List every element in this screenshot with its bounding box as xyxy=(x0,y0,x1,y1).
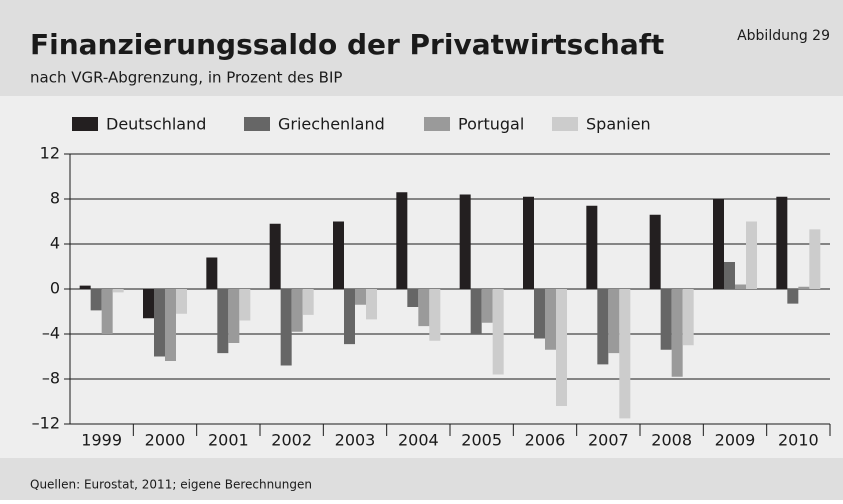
x-tick-label: 2003 xyxy=(335,431,376,450)
bar xyxy=(492,289,504,375)
bar xyxy=(776,196,788,289)
bar xyxy=(619,289,631,419)
legend-label: Deutschland xyxy=(106,115,206,134)
legend-swatch xyxy=(424,117,450,131)
bar xyxy=(556,289,567,406)
x-tick-label: 2005 xyxy=(461,431,502,450)
bar xyxy=(746,221,757,289)
bar xyxy=(101,289,113,334)
legend-swatch xyxy=(244,117,270,131)
footer-band xyxy=(0,458,843,500)
bar xyxy=(90,289,102,311)
bar xyxy=(671,289,683,377)
bar xyxy=(660,289,672,350)
bar xyxy=(787,289,799,304)
bar xyxy=(608,289,620,354)
bar xyxy=(682,289,694,346)
bar xyxy=(481,289,493,323)
bar xyxy=(809,229,821,289)
figure-label: Abbildung 29 xyxy=(737,28,830,44)
bar xyxy=(344,289,355,345)
x-tick-label: 2010 xyxy=(778,431,819,450)
bar xyxy=(165,289,176,361)
legend-label: Portugal xyxy=(458,115,524,134)
bar xyxy=(459,194,471,289)
bar xyxy=(407,289,419,307)
chart-title: Finanzierungssaldo der Privatwirtschaft xyxy=(30,28,664,61)
bar xyxy=(534,289,545,339)
bar xyxy=(798,286,810,289)
legend-swatch xyxy=(552,117,578,131)
x-tick-label: 2006 xyxy=(525,431,566,450)
bar xyxy=(280,289,292,366)
bar xyxy=(470,289,482,334)
bar xyxy=(228,289,240,343)
y-tick-label: –8 xyxy=(42,369,60,388)
bar xyxy=(143,289,154,319)
bar xyxy=(79,285,91,289)
x-tick-label: 2008 xyxy=(651,431,692,450)
x-tick-label: 2002 xyxy=(271,431,312,450)
x-tick-label: 2007 xyxy=(588,431,629,450)
bar xyxy=(649,214,661,289)
x-tick-label: 2000 xyxy=(145,431,186,450)
bar xyxy=(735,284,746,289)
bar xyxy=(206,257,218,289)
bar xyxy=(713,199,724,289)
legend-label: Griechenland xyxy=(278,115,385,134)
y-tick-label: 8 xyxy=(50,189,60,208)
bar xyxy=(239,289,251,321)
y-tick-label: 4 xyxy=(50,234,60,253)
y-tick-label: 0 xyxy=(50,279,60,298)
bar xyxy=(418,289,430,327)
bar xyxy=(333,221,344,289)
bar xyxy=(112,289,124,293)
bar xyxy=(724,262,735,289)
bar xyxy=(269,223,281,289)
bar xyxy=(291,289,303,332)
y-tick-label: –4 xyxy=(42,324,60,343)
bar xyxy=(586,205,598,289)
bar xyxy=(429,289,441,341)
header-band xyxy=(0,0,843,96)
x-tick-label: 2004 xyxy=(398,431,439,450)
bar xyxy=(366,289,377,320)
bar xyxy=(302,289,314,315)
bar xyxy=(396,192,408,289)
plot-band xyxy=(0,96,843,458)
bar xyxy=(217,289,229,354)
source: Quellen: Eurostat, 2011; eigene Berechnu… xyxy=(30,478,312,492)
bar xyxy=(523,196,534,289)
bar xyxy=(355,289,366,305)
x-tick-label: 1999 xyxy=(81,431,122,450)
bar xyxy=(545,289,556,350)
x-tick-label: 2001 xyxy=(208,431,249,450)
bar xyxy=(597,289,609,365)
bar xyxy=(154,289,165,357)
bar xyxy=(176,289,187,314)
y-tick-label: –12 xyxy=(32,414,60,433)
legend-swatch xyxy=(72,117,98,131)
x-tick-label: 2009 xyxy=(715,431,756,450)
subtitle: nach VGR-Abgrenzung, in Prozent des BIP xyxy=(30,69,342,87)
legend-label: Spanien xyxy=(586,115,651,134)
y-tick-label: 12 xyxy=(40,144,60,163)
